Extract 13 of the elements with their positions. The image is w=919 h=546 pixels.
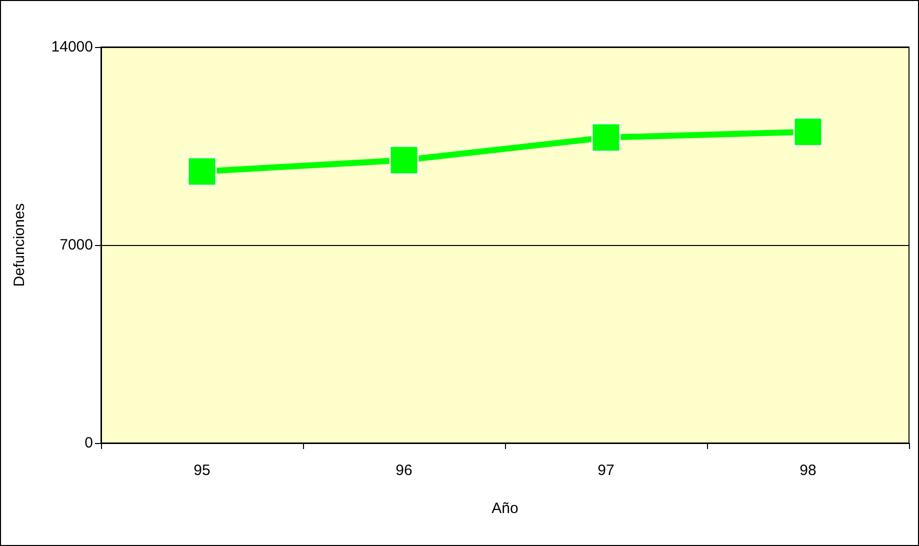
point bbox=[793, 117, 823, 147]
x-tick-label: 97 bbox=[598, 462, 614, 479]
point bbox=[591, 122, 621, 152]
x-tick-label: 96 bbox=[396, 462, 412, 479]
y-tick-label: 14000 bbox=[51, 38, 93, 56]
point bbox=[389, 145, 419, 175]
y-tick-label: 7000 bbox=[60, 236, 93, 254]
y-axis-title: Defunciones bbox=[11, 203, 28, 287]
y-tick-label: 0 bbox=[84, 434, 93, 452]
x-axis-title: Año bbox=[492, 500, 518, 517]
x-tick-label: 95 bbox=[194, 462, 210, 479]
x-tick-label: 98 bbox=[800, 462, 816, 479]
point bbox=[187, 156, 217, 186]
